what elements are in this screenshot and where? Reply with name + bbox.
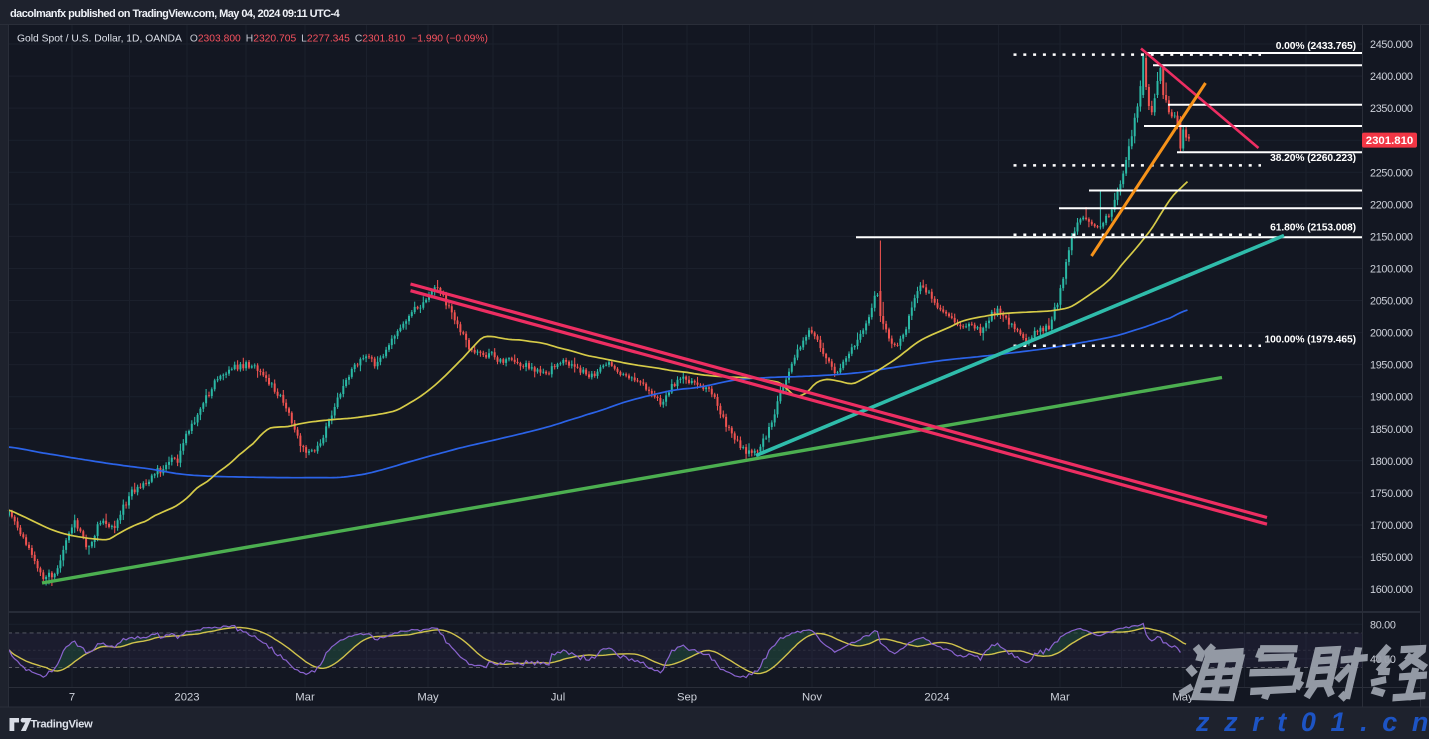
svg-text:May: May — [1172, 692, 1194, 704]
svg-text:1650.000: 1650.000 — [1370, 552, 1413, 564]
svg-text:2150.000: 2150.000 — [1370, 231, 1413, 243]
svg-text:1750.000: 1750.000 — [1370, 488, 1413, 500]
svg-text:2400.000: 2400.000 — [1370, 71, 1413, 83]
svg-text:2000.000: 2000.000 — [1370, 328, 1413, 340]
svg-text:May: May — [417, 692, 439, 704]
svg-text:1600.000: 1600.000 — [1370, 584, 1413, 596]
svg-text:TradingView: TradingView — [31, 719, 93, 731]
svg-text:dacolmanfx published on Tradin: dacolmanfx published on TradingView.com,… — [10, 8, 341, 20]
svg-text:2350.000: 2350.000 — [1370, 103, 1413, 115]
svg-text:Mar: Mar — [1050, 692, 1070, 704]
svg-text:2050.000: 2050.000 — [1370, 296, 1413, 308]
svg-text:2301.810: 2301.810 — [1366, 135, 1414, 147]
svg-text:Jul: Jul — [551, 692, 565, 704]
svg-text:100.00% (1979.465): 100.00% (1979.465) — [1264, 335, 1356, 346]
svg-text:80.00: 80.00 — [1370, 619, 1396, 631]
svg-text:0.00% (2433.765): 0.00% (2433.765) — [1276, 41, 1356, 52]
svg-text:Mar: Mar — [295, 692, 315, 704]
svg-text:1950.000: 1950.000 — [1370, 360, 1413, 372]
svg-text:1700.000: 1700.000 — [1370, 520, 1413, 532]
svg-text:2250.000: 2250.000 — [1370, 167, 1413, 179]
svg-text:2024: 2024 — [924, 692, 949, 704]
svg-text:Sep: Sep — [677, 692, 697, 704]
svg-text:7: 7 — [69, 692, 75, 704]
svg-text:zzrt01.cn: zzrt01.cn — [1195, 707, 1429, 737]
svg-text:Gold Spot / U.S. Dollar, 1D, O: Gold Spot / U.S. Dollar, 1D, OANDA O2303.… — [17, 34, 488, 45]
svg-text:2100.000: 2100.000 — [1370, 264, 1413, 276]
svg-text:2450.000: 2450.000 — [1370, 39, 1413, 51]
svg-text:61.80% (2153.008): 61.80% (2153.008) — [1270, 223, 1356, 234]
svg-text:1850.000: 1850.000 — [1370, 424, 1413, 436]
svg-text:2023: 2023 — [174, 692, 199, 704]
svg-text:1900.000: 1900.000 — [1370, 392, 1413, 404]
svg-text:38.20% (2260.223): 38.20% (2260.223) — [1270, 153, 1356, 164]
svg-text:1800.000: 1800.000 — [1370, 456, 1413, 468]
svg-text:2200.000: 2200.000 — [1370, 199, 1413, 211]
svg-text:Nov: Nov — [802, 692, 822, 704]
